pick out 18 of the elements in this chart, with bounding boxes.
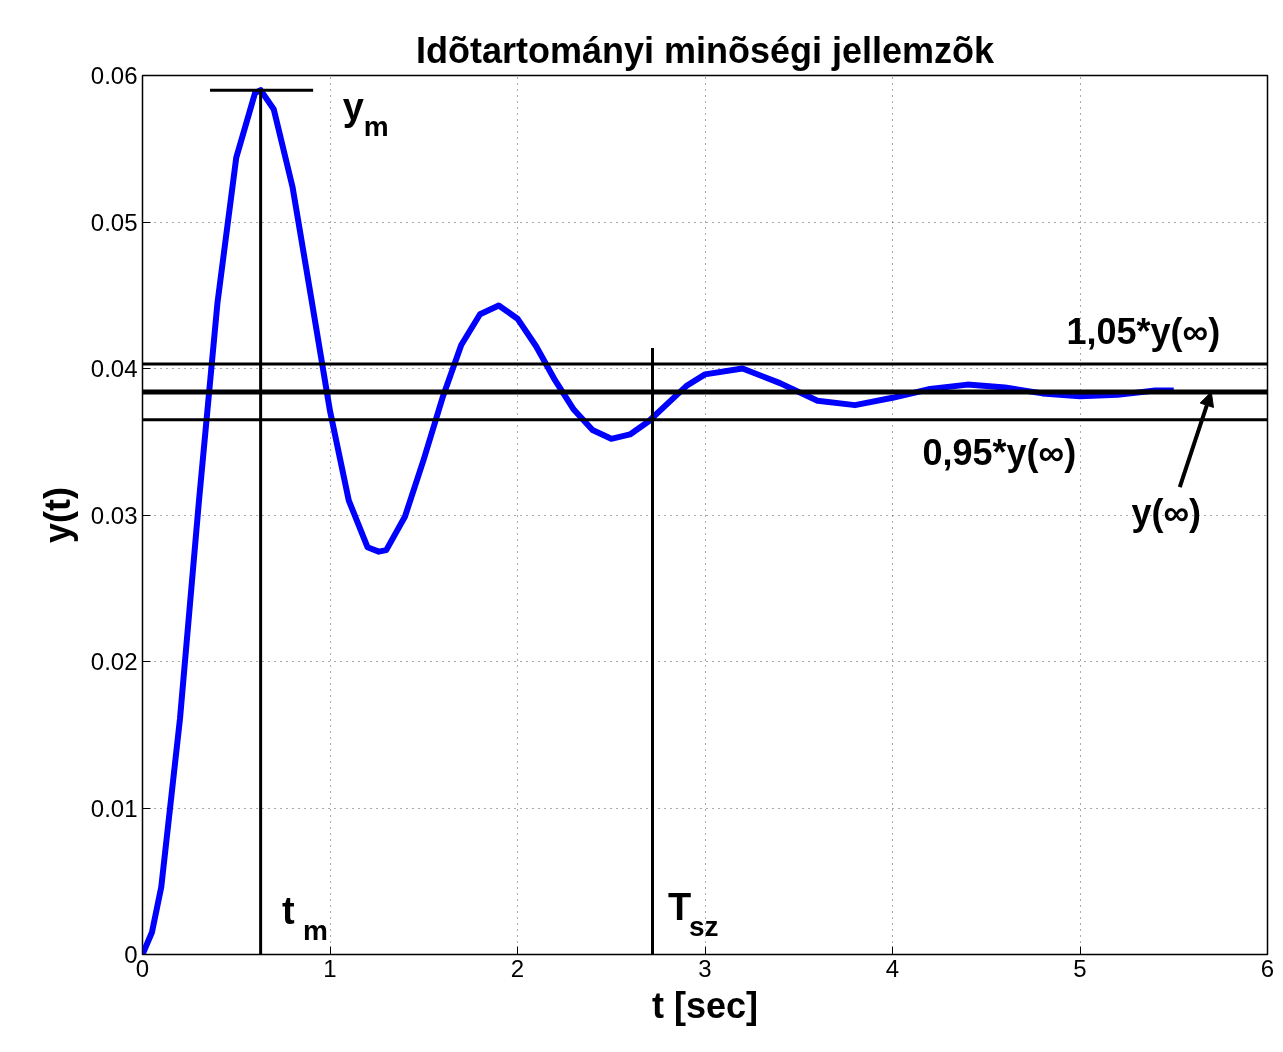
y-axis-title: y(t) bbox=[36, 486, 78, 543]
x-tick-label: 3 bbox=[698, 954, 712, 982]
ref-line-label: y(∞) bbox=[1131, 491, 1202, 533]
x-tick-label: 6 bbox=[1260, 954, 1275, 982]
y-tick-label: 0.04 bbox=[90, 355, 138, 382]
ref-line-label: 0,95*y(∞) bbox=[922, 431, 1077, 473]
y-tick-label: 0.01 bbox=[90, 794, 138, 822]
y-tick-label: 0.02 bbox=[90, 648, 138, 675]
x-tick-label: 5 bbox=[1073, 954, 1087, 982]
chart-title: Idõtartományi minõségi jellemzõk bbox=[415, 29, 996, 71]
y-tick-label: 0.06 bbox=[90, 62, 138, 89]
x-tick-label: 2 bbox=[510, 954, 525, 982]
x-axis-title: t [sec] bbox=[651, 984, 759, 1026]
x-tick-label: 1 bbox=[323, 954, 337, 982]
ref-line-label: 1,05*y(∞) bbox=[1066, 311, 1221, 353]
y-tick-label: 0.05 bbox=[90, 208, 138, 236]
y-tick-label: 0.03 bbox=[90, 501, 138, 529]
x-tick-label: 4 bbox=[885, 954, 900, 982]
